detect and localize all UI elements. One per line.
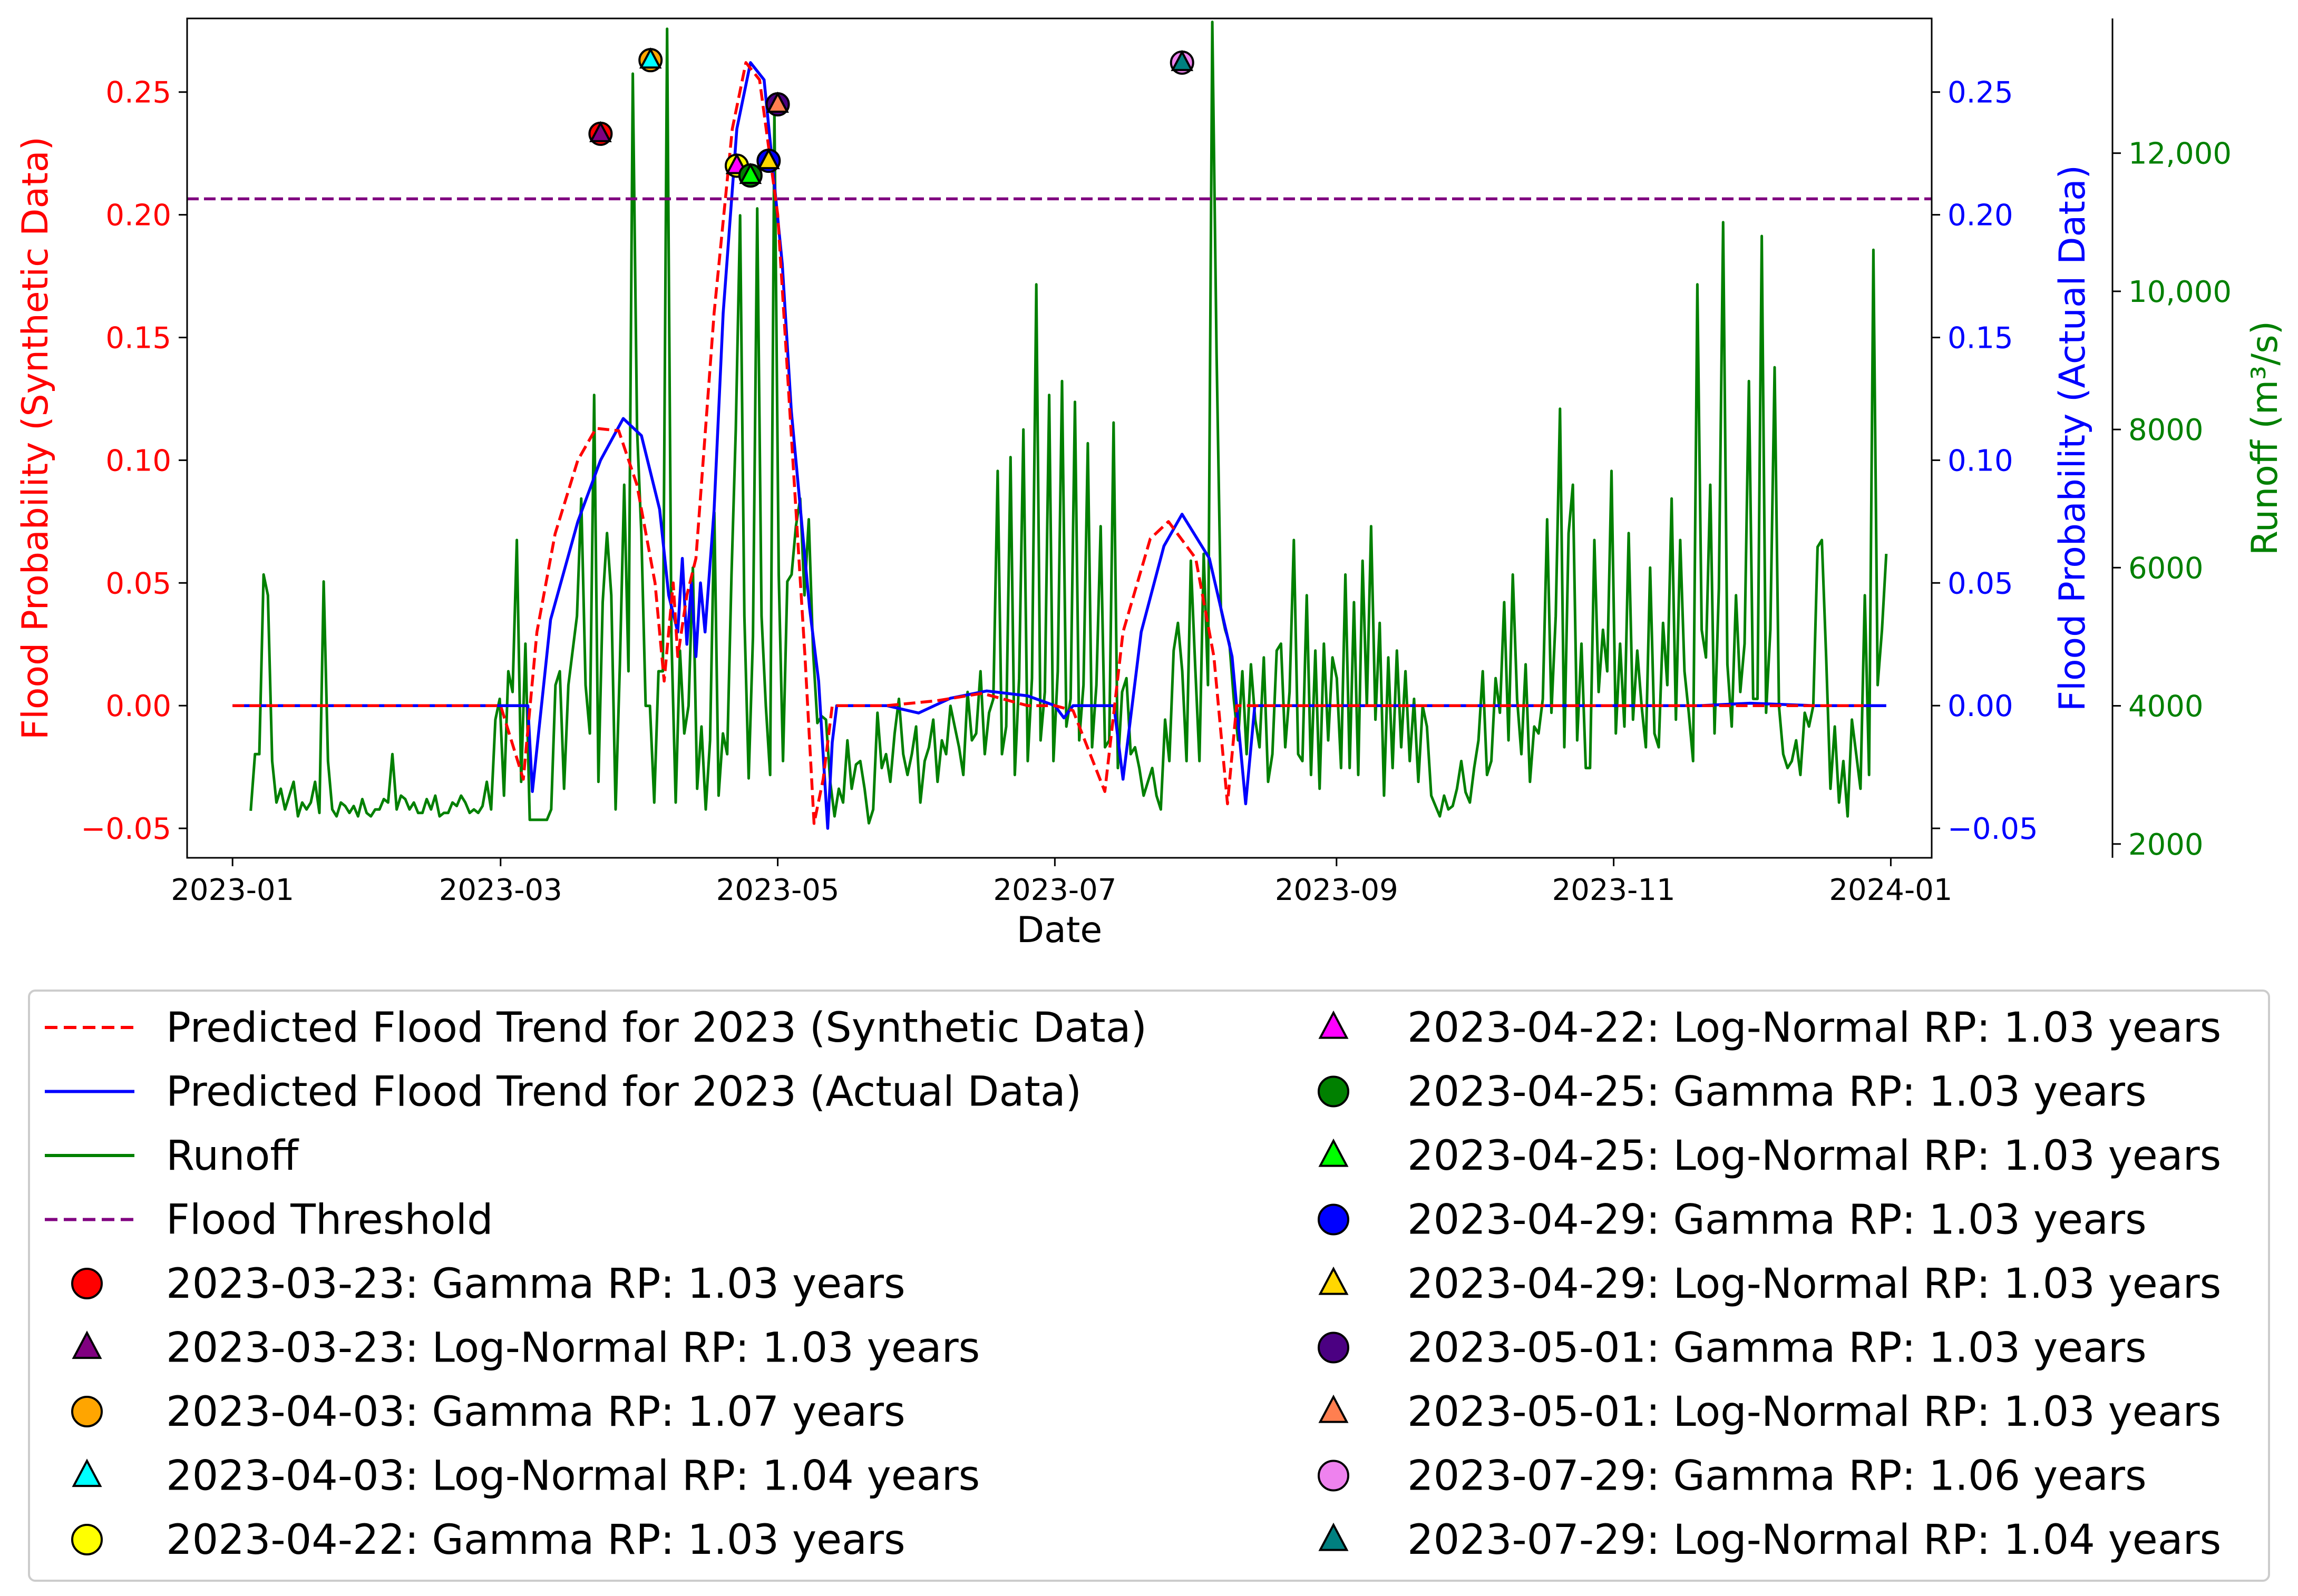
legend-label: 2023-05-01: Gamma RP: 1.03 years bbox=[1407, 1325, 2147, 1372]
legend-label: 2023-04-22: Log-Normal RP: 1.03 years bbox=[1407, 1004, 2221, 1052]
legend-label: 2023-04-03: Gamma RP: 1.07 years bbox=[166, 1388, 905, 1436]
y-right1-tick-label: −0.05 bbox=[1948, 812, 2038, 846]
y-left-tick-label: 0.05 bbox=[105, 566, 171, 601]
legend-handle-circle bbox=[1318, 1331, 1349, 1364]
y-left-tick-label: 0.25 bbox=[105, 76, 171, 110]
legend-label: Predicted Flood Trend for 2023 (Actual D… bbox=[166, 1069, 1082, 1116]
legend-label: 2023-05-01: Log-Normal RP: 1.03 years bbox=[1407, 1388, 2221, 1436]
y-right2-tick-label: 8000 bbox=[2128, 413, 2204, 447]
legend-handle-circle bbox=[1318, 1460, 1349, 1492]
y-right1-tick-label: 0.10 bbox=[1948, 444, 2013, 478]
x-tick-label: 2023-11 bbox=[1552, 873, 1676, 907]
legend-label: 2023-04-29: Gamma RP: 1.03 years bbox=[1407, 1197, 2147, 1244]
y-right2-axis-label: Runoff (m³/s) bbox=[2244, 321, 2286, 555]
legend-handle-triangle bbox=[72, 1330, 102, 1359]
plot-frame bbox=[186, 17, 1933, 859]
x-tick-label: 2024-01 bbox=[1829, 873, 1952, 907]
legend-label: 2023-03-23: Log-Normal RP: 1.03 years bbox=[166, 1325, 980, 1372]
x-tick-label: 2023-03 bbox=[439, 873, 562, 907]
marker-lognormal-2023-05-01 bbox=[766, 91, 789, 113]
legend: Predicted Flood Trend for 2023 (Syntheti… bbox=[28, 990, 2270, 1582]
legend-handle-triangle bbox=[1318, 1522, 1349, 1551]
synthetic-trend-line bbox=[232, 61, 1864, 825]
y-right2-tick-label: 2000 bbox=[2128, 828, 2204, 862]
marker-lognormal-2023-07-29 bbox=[1171, 50, 1194, 71]
legend-handle-circle bbox=[71, 1396, 103, 1427]
x-tick-label: 2023-07 bbox=[993, 873, 1116, 907]
y-right1-tick-label: 0.00 bbox=[1948, 689, 2013, 723]
legend-label: 2023-04-25: Gamma RP: 1.03 years bbox=[1407, 1069, 2147, 1116]
legend-handle-circle bbox=[1318, 1203, 1349, 1236]
y-left-tick-label: 0.20 bbox=[105, 199, 171, 233]
y-right1-tick-label: 0.25 bbox=[1948, 76, 2013, 110]
legend-label: 2023-07-29: Gamma RP: 1.06 years bbox=[1407, 1453, 2147, 1500]
x-tick-label: 2023-01 bbox=[171, 873, 294, 907]
marker-lognormal-2023-04-25 bbox=[739, 162, 762, 184]
y-right2-tick-label: 10,000 bbox=[2128, 275, 2232, 309]
y-right2-tick-label: 6000 bbox=[2128, 551, 2204, 585]
legend-box bbox=[28, 990, 2270, 1582]
y-left-tick-label: −0.05 bbox=[81, 812, 171, 846]
axes: 2023-01 2023-03 2023-05 2023-07 2023-09 2023-… bbox=[15, 17, 2286, 951]
x-tick-label: 2023-09 bbox=[1275, 873, 1398, 907]
legend-label: Predicted Flood Trend for 2023 (Syntheti… bbox=[166, 1004, 1147, 1052]
legend-label: 2023-04-29: Log-Normal RP: 1.03 years bbox=[1407, 1260, 2221, 1308]
y-left-axis-label: Flood Probability (Synthetic Data) bbox=[15, 136, 56, 740]
legend-label: Flood Threshold bbox=[166, 1197, 493, 1244]
legend-handle-circle bbox=[1318, 1075, 1349, 1108]
marker-lognormal-2023-04-29 bbox=[757, 148, 780, 170]
x-tick-label: 2023-05 bbox=[716, 873, 840, 907]
legend-handle-circle bbox=[71, 1524, 103, 1555]
legend-handle-circle bbox=[71, 1268, 103, 1299]
legend-handle-triangle bbox=[72, 1458, 102, 1487]
marker-lognormal-2023-04-03 bbox=[639, 47, 662, 69]
legend-label: 2023-07-29: Log-Normal RP: 1.04 years bbox=[1407, 1516, 2221, 1564]
plot-area bbox=[187, 21, 1932, 830]
x-axis-label: Date bbox=[1017, 909, 1103, 951]
legend-label: 2023-04-03: Log-Normal RP: 1.04 years bbox=[166, 1453, 980, 1500]
event-markers bbox=[588, 47, 1194, 188]
legend-label: 2023-04-22: Gamma RP: 1.03 years bbox=[166, 1516, 905, 1564]
y-left-tick-label: 0.15 bbox=[105, 321, 171, 356]
y-right1-tick-label: 0.20 bbox=[1948, 199, 2013, 233]
y-right2-tick-label: 12,000 bbox=[2128, 137, 2232, 171]
actual-trend-line bbox=[232, 61, 1886, 830]
y-right2-tick-label: 4000 bbox=[2128, 690, 2204, 724]
runoff-line bbox=[249, 21, 1888, 825]
legend-handle-triangle bbox=[1318, 1138, 1349, 1167]
y-right1-tick-label: 0.15 bbox=[1948, 321, 2013, 356]
y-right1-axis-label: Flood Probability (Actual Data) bbox=[2052, 165, 2093, 711]
legend-label: 2023-03-23: Gamma RP: 1.03 years bbox=[166, 1260, 905, 1308]
y-right1-tick-label: 0.05 bbox=[1948, 566, 2013, 601]
legend-handle-triangle bbox=[1318, 1266, 1349, 1295]
legend-handle-triangle bbox=[1318, 1010, 1349, 1039]
legend-label: Runoff bbox=[166, 1132, 299, 1180]
marker-lognormal-2023-03-23 bbox=[589, 121, 612, 142]
legend-label: 2023-04-25: Log-Normal RP: 1.03 years bbox=[1407, 1132, 2221, 1180]
y-left-tick-label: 0.10 bbox=[105, 444, 171, 478]
y-left-tick-label: 0.00 bbox=[105, 689, 171, 723]
legend-handle-triangle bbox=[1318, 1394, 1349, 1423]
